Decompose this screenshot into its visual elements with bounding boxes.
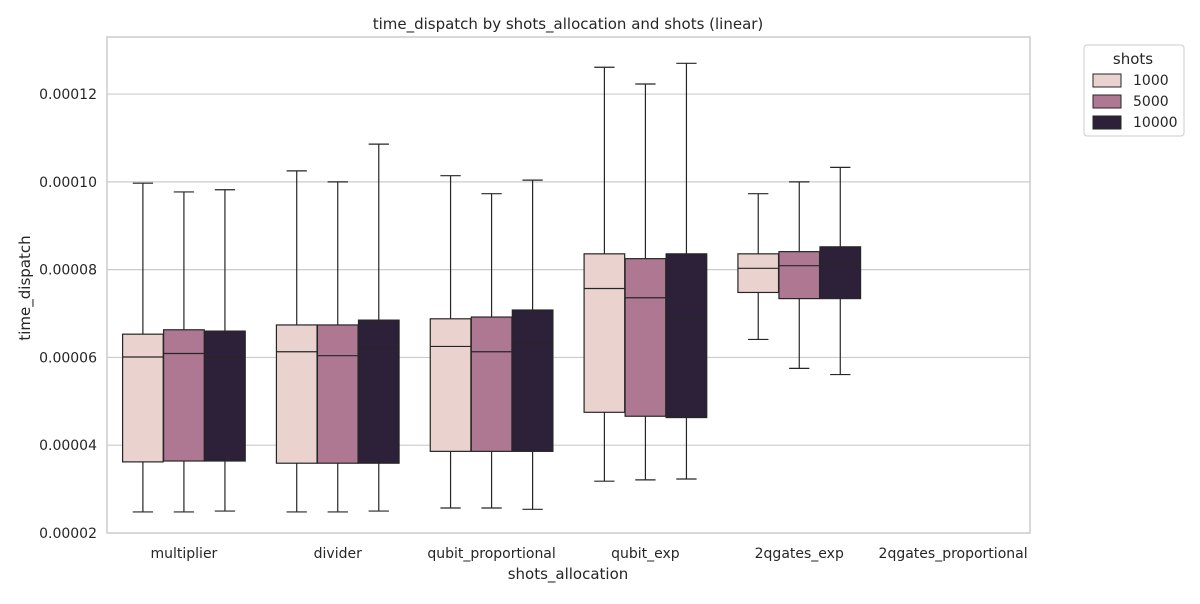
legend: shots 1000 5000 10000 xyxy=(1083,44,1185,137)
box-iqr xyxy=(819,246,862,300)
box-iqr xyxy=(357,319,400,464)
legend-title: shots xyxy=(1113,50,1153,68)
x-tick-label: 2qgates_exp xyxy=(755,546,844,562)
y-tick-label: 0.00010 xyxy=(39,175,97,191)
legend-label: 10000 xyxy=(1133,115,1178,131)
box-iqr xyxy=(665,253,708,419)
box-iqr xyxy=(737,253,780,294)
legend-swatch xyxy=(1092,115,1122,130)
y-tick-label: 0.00012 xyxy=(39,87,97,103)
box-iqr xyxy=(163,329,205,462)
legend-swatch xyxy=(1092,94,1122,109)
y-axis-title: time_dispatch xyxy=(16,235,35,340)
y-tick-label: 0.00006 xyxy=(39,350,97,366)
series-5000 xyxy=(163,83,821,513)
legend-frame xyxy=(1083,44,1185,137)
x-tick-label: divider xyxy=(314,546,362,562)
x-axis-title: shots_allocation xyxy=(508,565,629,584)
grid-lines xyxy=(107,93,1030,446)
box-iqr xyxy=(121,333,164,463)
box-plot-series xyxy=(121,62,862,513)
series-10000 xyxy=(204,62,862,512)
box-iqr xyxy=(204,330,246,462)
y-tick-label: 0.00008 xyxy=(39,263,97,279)
chart-title: time_dispatch by shots_allocation and sh… xyxy=(373,15,764,34)
y-tick-label: 0.00004 xyxy=(39,438,97,454)
box-iqr xyxy=(470,316,513,452)
x-tick-label: qubit_exp xyxy=(611,546,680,562)
legend-swatch xyxy=(1092,73,1122,88)
box-iqr xyxy=(778,251,821,300)
x-tick-label: 2qgates_proportional xyxy=(879,546,1028,562)
box-iqr xyxy=(316,324,359,464)
box-iqr xyxy=(511,309,554,452)
box-iqr xyxy=(583,253,626,413)
y-tick-label: 0.00002 xyxy=(39,526,97,542)
box-iqr xyxy=(429,318,472,452)
axes: 0.00002 0.00004 0.00006 0.00008 0.00010 0.000… xyxy=(39,36,1031,562)
x-tick-label: multiplier xyxy=(151,546,218,562)
x-tick-label: qubit_proportional xyxy=(427,546,555,562)
plot-frame xyxy=(106,36,1031,534)
box-iqr xyxy=(624,258,667,417)
legend-label: 1000 xyxy=(1133,73,1169,89)
legend-label: 5000 xyxy=(1133,94,1169,110)
box-iqr xyxy=(275,324,318,464)
